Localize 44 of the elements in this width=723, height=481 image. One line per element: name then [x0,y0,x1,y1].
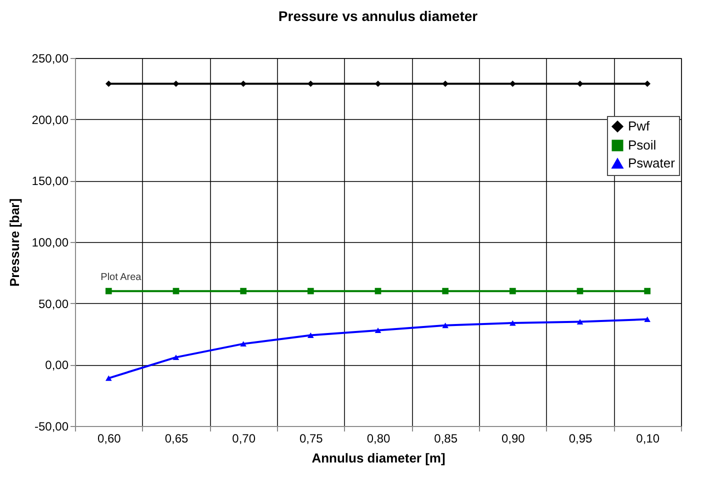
x-tick-label: 0,60 [97,432,122,446]
point [576,80,584,87]
x-tick-label: 0,85 [434,432,458,446]
y-tick-label: 100,00 [32,236,69,250]
point [374,80,382,87]
x-tick-label: 0,70 [232,432,256,446]
point [172,354,180,360]
legend-label: Pswater [628,156,676,170]
point [644,288,650,294]
y-tick-label: 200,00 [32,112,69,127]
point [510,320,516,326]
y-axis-title: Pressure [bar] [6,198,22,287]
point [442,288,448,294]
legend-label: Psoil [628,138,656,152]
point [240,288,246,294]
point [510,288,516,294]
point [106,288,112,294]
point [106,375,112,381]
point [442,322,448,328]
y-tick-label: 50,00 [38,296,69,311]
y-tick-label: 150,00 [32,174,69,188]
x-tick-label: 0,10 [636,432,660,446]
point [240,341,246,347]
y-tick-label: -50,00 [34,420,69,434]
x-tick-label: 0,95 [568,432,592,446]
x-axis-title: Annulus diameter [m] [312,450,446,466]
y-tick-label: 0,00 [45,358,69,372]
point [172,288,180,294]
x-tick-label: 0,65 [164,432,188,446]
y-tick-label: 250,00 [32,52,69,66]
point [644,316,650,322]
annotation: Plot Area [100,272,142,284]
point [308,288,314,294]
x-tick-label: 0,75 [299,432,324,446]
x-tick-label: 0,90 [501,432,526,446]
chart-title: Pressure vs annulus diameter [278,8,478,24]
point [576,288,584,294]
point [308,332,314,338]
point [374,288,382,294]
point [172,80,180,87]
point [576,318,584,324]
legend-label: Pwf [628,118,650,134]
x-tick-label: 0,80 [366,432,390,446]
point [374,328,382,334]
